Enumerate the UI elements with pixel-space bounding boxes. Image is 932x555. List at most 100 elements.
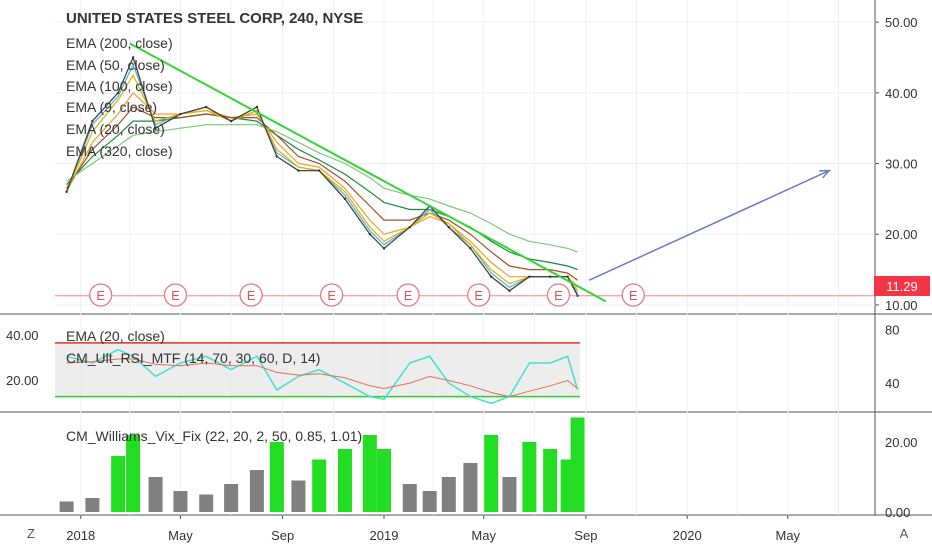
price-point xyxy=(255,105,259,109)
earnings-marker-label: E xyxy=(96,288,105,303)
earnings-marker-label: E xyxy=(171,288,180,303)
price-axis-tick-label: 40.00 xyxy=(885,86,918,101)
rsi-axis-tick-label: 40 xyxy=(885,376,899,391)
earnings-marker[interactable] xyxy=(546,283,571,307)
earnings-marker[interactable] xyxy=(163,283,188,307)
vix-bar xyxy=(111,456,126,512)
time-axis-tick-label: May xyxy=(471,528,496,543)
time-axis-tick-label: 2020 xyxy=(673,528,702,543)
resistance-trendline[interactable] xyxy=(129,42,607,303)
price-point xyxy=(91,119,94,123)
time-axis-tick-label: 2018 xyxy=(66,528,95,543)
time-axis-tick-label: Sep xyxy=(574,528,597,543)
earnings-marker-label: E xyxy=(327,288,336,303)
earnings-marker-label: E xyxy=(247,288,256,303)
price-point xyxy=(469,247,472,250)
price-axis-tick-label: 30.00 xyxy=(885,157,918,172)
vix-bar xyxy=(543,449,558,512)
time-axis-tick-label: May xyxy=(775,528,800,543)
vix-bar xyxy=(173,491,188,512)
auto-scale-button[interactable]: A xyxy=(899,525,909,541)
price-point xyxy=(275,155,279,158)
vix-bar xyxy=(199,494,214,512)
price-point xyxy=(297,169,300,172)
earnings-marker[interactable] xyxy=(621,283,645,307)
vix-bar xyxy=(402,484,417,512)
ema-line-2 xyxy=(66,106,578,281)
vix-bar xyxy=(441,477,456,512)
rsi-left-tick-label: 20.00 xyxy=(6,373,39,388)
indicator-label-ema-20[interactable]: EMA (20, close) xyxy=(66,121,165,137)
price-point xyxy=(447,225,450,229)
vix-indicator-label[interactable]: CM_Williams_Vix_Fix (22, 20, 2, 50, 0.85… xyxy=(66,428,363,444)
earnings-marker[interactable] xyxy=(239,283,263,307)
price-point xyxy=(489,275,493,278)
vix-bar xyxy=(463,463,478,512)
earnings-marker-label: E xyxy=(629,288,638,303)
indicator-label-ema-9[interactable]: EMA (9, close) xyxy=(66,99,158,115)
time-axis-tick-label: May xyxy=(168,528,193,543)
vix-bar xyxy=(522,442,537,512)
vix-bar xyxy=(484,435,499,512)
vix-bar xyxy=(224,484,239,512)
indicator-label-ema-100[interactable]: EMA (100, close) xyxy=(66,78,173,94)
price-point xyxy=(317,169,321,172)
vix-bar xyxy=(148,477,163,512)
vix-bar xyxy=(570,417,585,512)
earnings-marker[interactable] xyxy=(320,283,344,307)
vix-bar xyxy=(59,501,74,512)
price-point xyxy=(205,105,208,109)
vix-bar xyxy=(312,459,327,512)
last-price-badge: 11.29 xyxy=(874,276,930,296)
rsi-indicator-label[interactable]: CM_Ult_RSI_MTF (14, 70, 30, 60, D, 14) xyxy=(66,350,321,366)
ema-line-3 xyxy=(66,63,579,294)
price-axis-tick-label: 20.00 xyxy=(885,227,918,242)
rsi-axis-tick-label: 80 xyxy=(885,322,899,337)
vix-bar xyxy=(85,498,100,512)
vix-bar xyxy=(126,435,141,512)
price-point xyxy=(566,275,569,278)
earnings-marker-label: E xyxy=(474,288,483,303)
vix-bar xyxy=(337,449,352,512)
price-point xyxy=(65,190,68,194)
price-point xyxy=(116,91,120,95)
earnings-marker-label: E xyxy=(554,288,563,303)
vix-bar xyxy=(362,435,377,512)
price-axis-tick-label: 10.00 xyxy=(885,298,918,313)
vix-bar xyxy=(502,477,517,512)
price-point xyxy=(508,289,511,292)
price-point xyxy=(179,112,182,116)
indicator-label-ema-320[interactable]: EMA (320, close) xyxy=(66,143,173,159)
earnings-marker[interactable] xyxy=(467,283,491,307)
indicator-label-ema-200[interactable]: EMA (200, close) xyxy=(66,35,173,51)
price-point xyxy=(368,233,372,236)
vix-axis-tick-label: 0.00 xyxy=(885,505,910,520)
price-point xyxy=(382,247,386,250)
vix-bar xyxy=(291,480,306,512)
vix-axis-tick-label: 20.00 xyxy=(885,435,918,450)
vix-bar xyxy=(269,442,284,512)
price-point xyxy=(154,126,157,130)
earnings-marker-label: E xyxy=(404,288,413,303)
vix-bar xyxy=(249,470,264,512)
price-point xyxy=(131,56,135,59)
indicator-label-ema-50[interactable]: EMA (50, close) xyxy=(66,57,165,73)
rsi-ema-label[interactable]: EMA (20, close) xyxy=(66,328,165,344)
price-point xyxy=(343,197,347,201)
vix-bar xyxy=(376,449,391,512)
projection-arrow-head xyxy=(819,169,832,179)
projection-arrow[interactable] xyxy=(588,169,830,281)
earnings-marker[interactable] xyxy=(89,283,113,307)
chart-title: UNITED STATES STEEL CORP, 240, NYSE xyxy=(66,10,364,27)
rsi-left-tick-label: 40.00 xyxy=(6,328,39,343)
zoom-button[interactable]: Z xyxy=(27,525,35,541)
time-axis-tick-label: Sep xyxy=(271,528,294,543)
earnings-marker[interactable] xyxy=(396,283,420,307)
ema-line-1 xyxy=(66,91,579,288)
ema-line-5 xyxy=(66,124,578,253)
price-point xyxy=(229,119,233,123)
price-point xyxy=(548,275,552,278)
